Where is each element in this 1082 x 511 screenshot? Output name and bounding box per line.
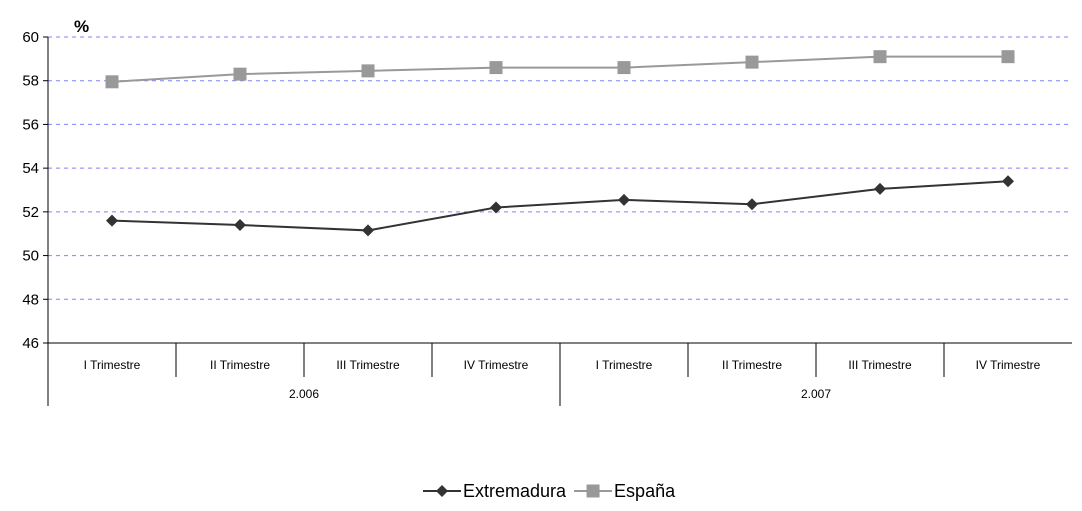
x-category-label: III Trimestre	[848, 358, 912, 372]
data-point	[436, 485, 448, 497]
x-group-label: 2.007	[801, 387, 831, 401]
data-point	[234, 218, 246, 231]
axes: 46 48 50 52 54 56 58 60 I Trimestre II Trimestre I…	[22, 29, 1072, 406]
data-point	[106, 214, 118, 227]
series-line	[111, 55, 1008, 83]
y-tick-label: 54	[22, 160, 39, 177]
y-tick-label: 56	[22, 116, 39, 133]
series-españa	[105, 50, 1015, 89]
series-line	[111, 180, 1009, 232]
y-tick-label: 52	[22, 204, 39, 221]
data-point	[745, 55, 759, 69]
x-category-label: II Trimestre	[722, 358, 782, 372]
data-point	[361, 64, 375, 78]
x-category-label: IV Trimestre	[464, 358, 529, 372]
x-category-label: II Trimestre	[210, 358, 270, 372]
data-point	[874, 182, 886, 195]
y-tick-label: 58	[22, 73, 39, 90]
data-point	[1001, 50, 1015, 64]
data-point	[586, 484, 600, 498]
legend-label: Extremadura	[463, 481, 567, 501]
legend-label: España	[614, 481, 676, 501]
data-point	[746, 198, 758, 211]
data-point	[233, 67, 247, 81]
x-category-label: III Trimestre	[336, 358, 400, 372]
data-point	[618, 193, 630, 206]
data-point	[1002, 175, 1014, 188]
series-extremadura	[106, 175, 1014, 237]
legend: Extremadura España	[423, 481, 676, 501]
y-tick-label: 46	[22, 335, 39, 352]
gridlines	[48, 36, 1072, 300]
data-point	[105, 75, 119, 89]
y-tick-label: 60	[22, 29, 39, 46]
y-unit-label: %	[74, 17, 89, 36]
x-category-label: I Trimestre	[84, 358, 141, 372]
x-group-label: 2.006	[289, 387, 319, 401]
data-point	[362, 224, 374, 237]
data-point	[490, 201, 502, 214]
y-tick-label: 50	[22, 248, 39, 265]
data-point	[617, 61, 631, 75]
series-layer	[105, 50, 1015, 237]
x-category-label: I Trimestre	[596, 358, 653, 372]
data-point	[489, 61, 503, 75]
data-point	[873, 50, 887, 64]
x-category-label: IV Trimestre	[976, 358, 1041, 372]
y-tick-label: 48	[22, 291, 39, 308]
